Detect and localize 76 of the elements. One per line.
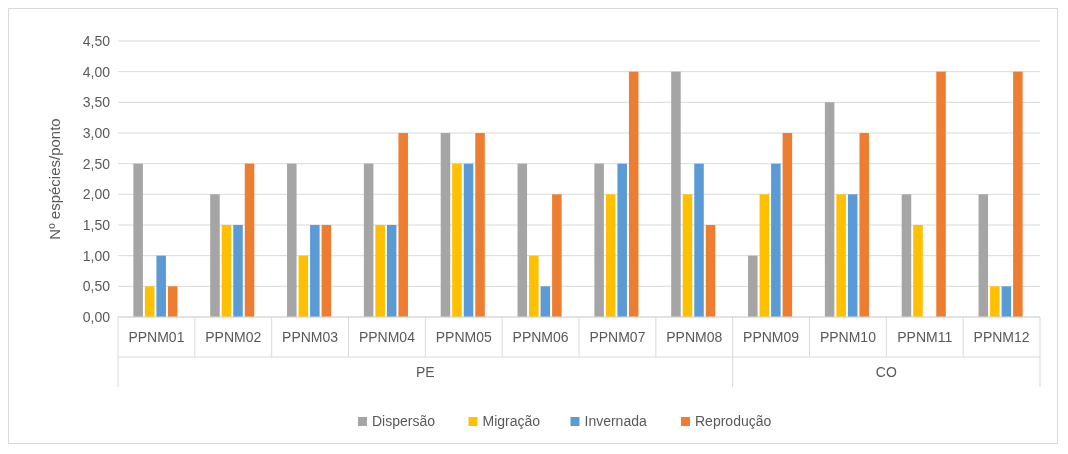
x-tick-label: PPNM04 bbox=[358, 329, 416, 345]
y-tick-label: 3,50 bbox=[82, 94, 111, 111]
bar bbox=[233, 225, 243, 317]
x-tick-label: PPNM07 bbox=[589, 329, 646, 345]
bar bbox=[398, 133, 408, 317]
bar bbox=[529, 255, 539, 317]
x-tick-label: PPNM01 bbox=[128, 329, 185, 345]
bar bbox=[133, 163, 143, 317]
bar bbox=[287, 163, 297, 317]
bar bbox=[452, 163, 462, 317]
y-tick-label: 1,00 bbox=[82, 247, 111, 264]
bar bbox=[859, 133, 869, 317]
bar bbox=[936, 71, 946, 317]
bar bbox=[321, 225, 332, 317]
bar bbox=[375, 225, 385, 317]
legend-label: Reprodução bbox=[695, 413, 772, 429]
bar bbox=[210, 194, 220, 317]
legend-label: Dispersão bbox=[372, 413, 436, 429]
x-tick-label: PPNM08 bbox=[666, 329, 723, 345]
bar bbox=[617, 163, 627, 317]
y-axis-title: Nº espécies/ponto bbox=[46, 118, 63, 240]
x-tick-label: PPNM10 bbox=[819, 329, 877, 345]
x-tick-label: PPNM12 bbox=[973, 329, 1030, 345]
bar bbox=[167, 286, 178, 317]
x-tick-label: PPNM05 bbox=[435, 329, 492, 345]
x-tick-label: PPNM11 bbox=[897, 329, 953, 345]
bar bbox=[594, 163, 604, 317]
bar bbox=[990, 286, 1000, 317]
bar bbox=[824, 102, 835, 317]
bar bbox=[310, 225, 320, 317]
x-tick-label: PPNM03 bbox=[282, 329, 339, 345]
bar bbox=[463, 163, 474, 317]
x-tick-label: PPNM06 bbox=[512, 329, 569, 345]
bar bbox=[221, 225, 232, 317]
bar bbox=[363, 163, 374, 317]
bar bbox=[517, 163, 528, 317]
bar bbox=[156, 255, 166, 317]
bar bbox=[1013, 71, 1023, 317]
bar bbox=[901, 194, 912, 317]
bar bbox=[836, 194, 846, 317]
bar bbox=[475, 133, 485, 317]
bar bbox=[705, 225, 716, 317]
bar bbox=[244, 163, 255, 317]
bar bbox=[782, 133, 793, 317]
bar bbox=[386, 225, 397, 317]
x-tick-label: PPNM09 bbox=[743, 329, 800, 345]
bar bbox=[671, 71, 681, 317]
bar bbox=[144, 286, 155, 317]
y-tick-label: 2,50 bbox=[82, 155, 111, 172]
bar bbox=[628, 71, 639, 317]
y-tick-label: 0,50 bbox=[82, 278, 111, 295]
bar bbox=[978, 194, 989, 317]
bar bbox=[605, 194, 616, 317]
bar bbox=[771, 163, 781, 317]
bar bbox=[682, 194, 693, 317]
bar bbox=[440, 133, 451, 317]
y-tick-label: 4,00 bbox=[82, 63, 111, 80]
legend-label: Invernada bbox=[584, 413, 647, 429]
y-tick-label: 3,00 bbox=[82, 124, 111, 141]
legend-label: Migração bbox=[482, 413, 541, 429]
bar bbox=[913, 225, 923, 317]
bar bbox=[847, 194, 858, 317]
y-tick-label: 4,50 bbox=[82, 32, 111, 49]
y-tick-label: 0,00 bbox=[82, 308, 111, 325]
bar bbox=[748, 255, 758, 317]
text: CO bbox=[875, 364, 897, 380]
bar bbox=[552, 194, 562, 317]
x-tick-label: PPNM02 bbox=[205, 329, 262, 345]
bar bbox=[298, 255, 309, 317]
y-tick-label: 2,00 bbox=[82, 186, 111, 203]
text: PE bbox=[415, 364, 435, 380]
y-tick-label: 1,50 bbox=[82, 216, 111, 233]
bar bbox=[694, 163, 704, 317]
bar bbox=[1001, 286, 1012, 317]
bar bbox=[540, 286, 551, 317]
bar bbox=[759, 194, 770, 317]
